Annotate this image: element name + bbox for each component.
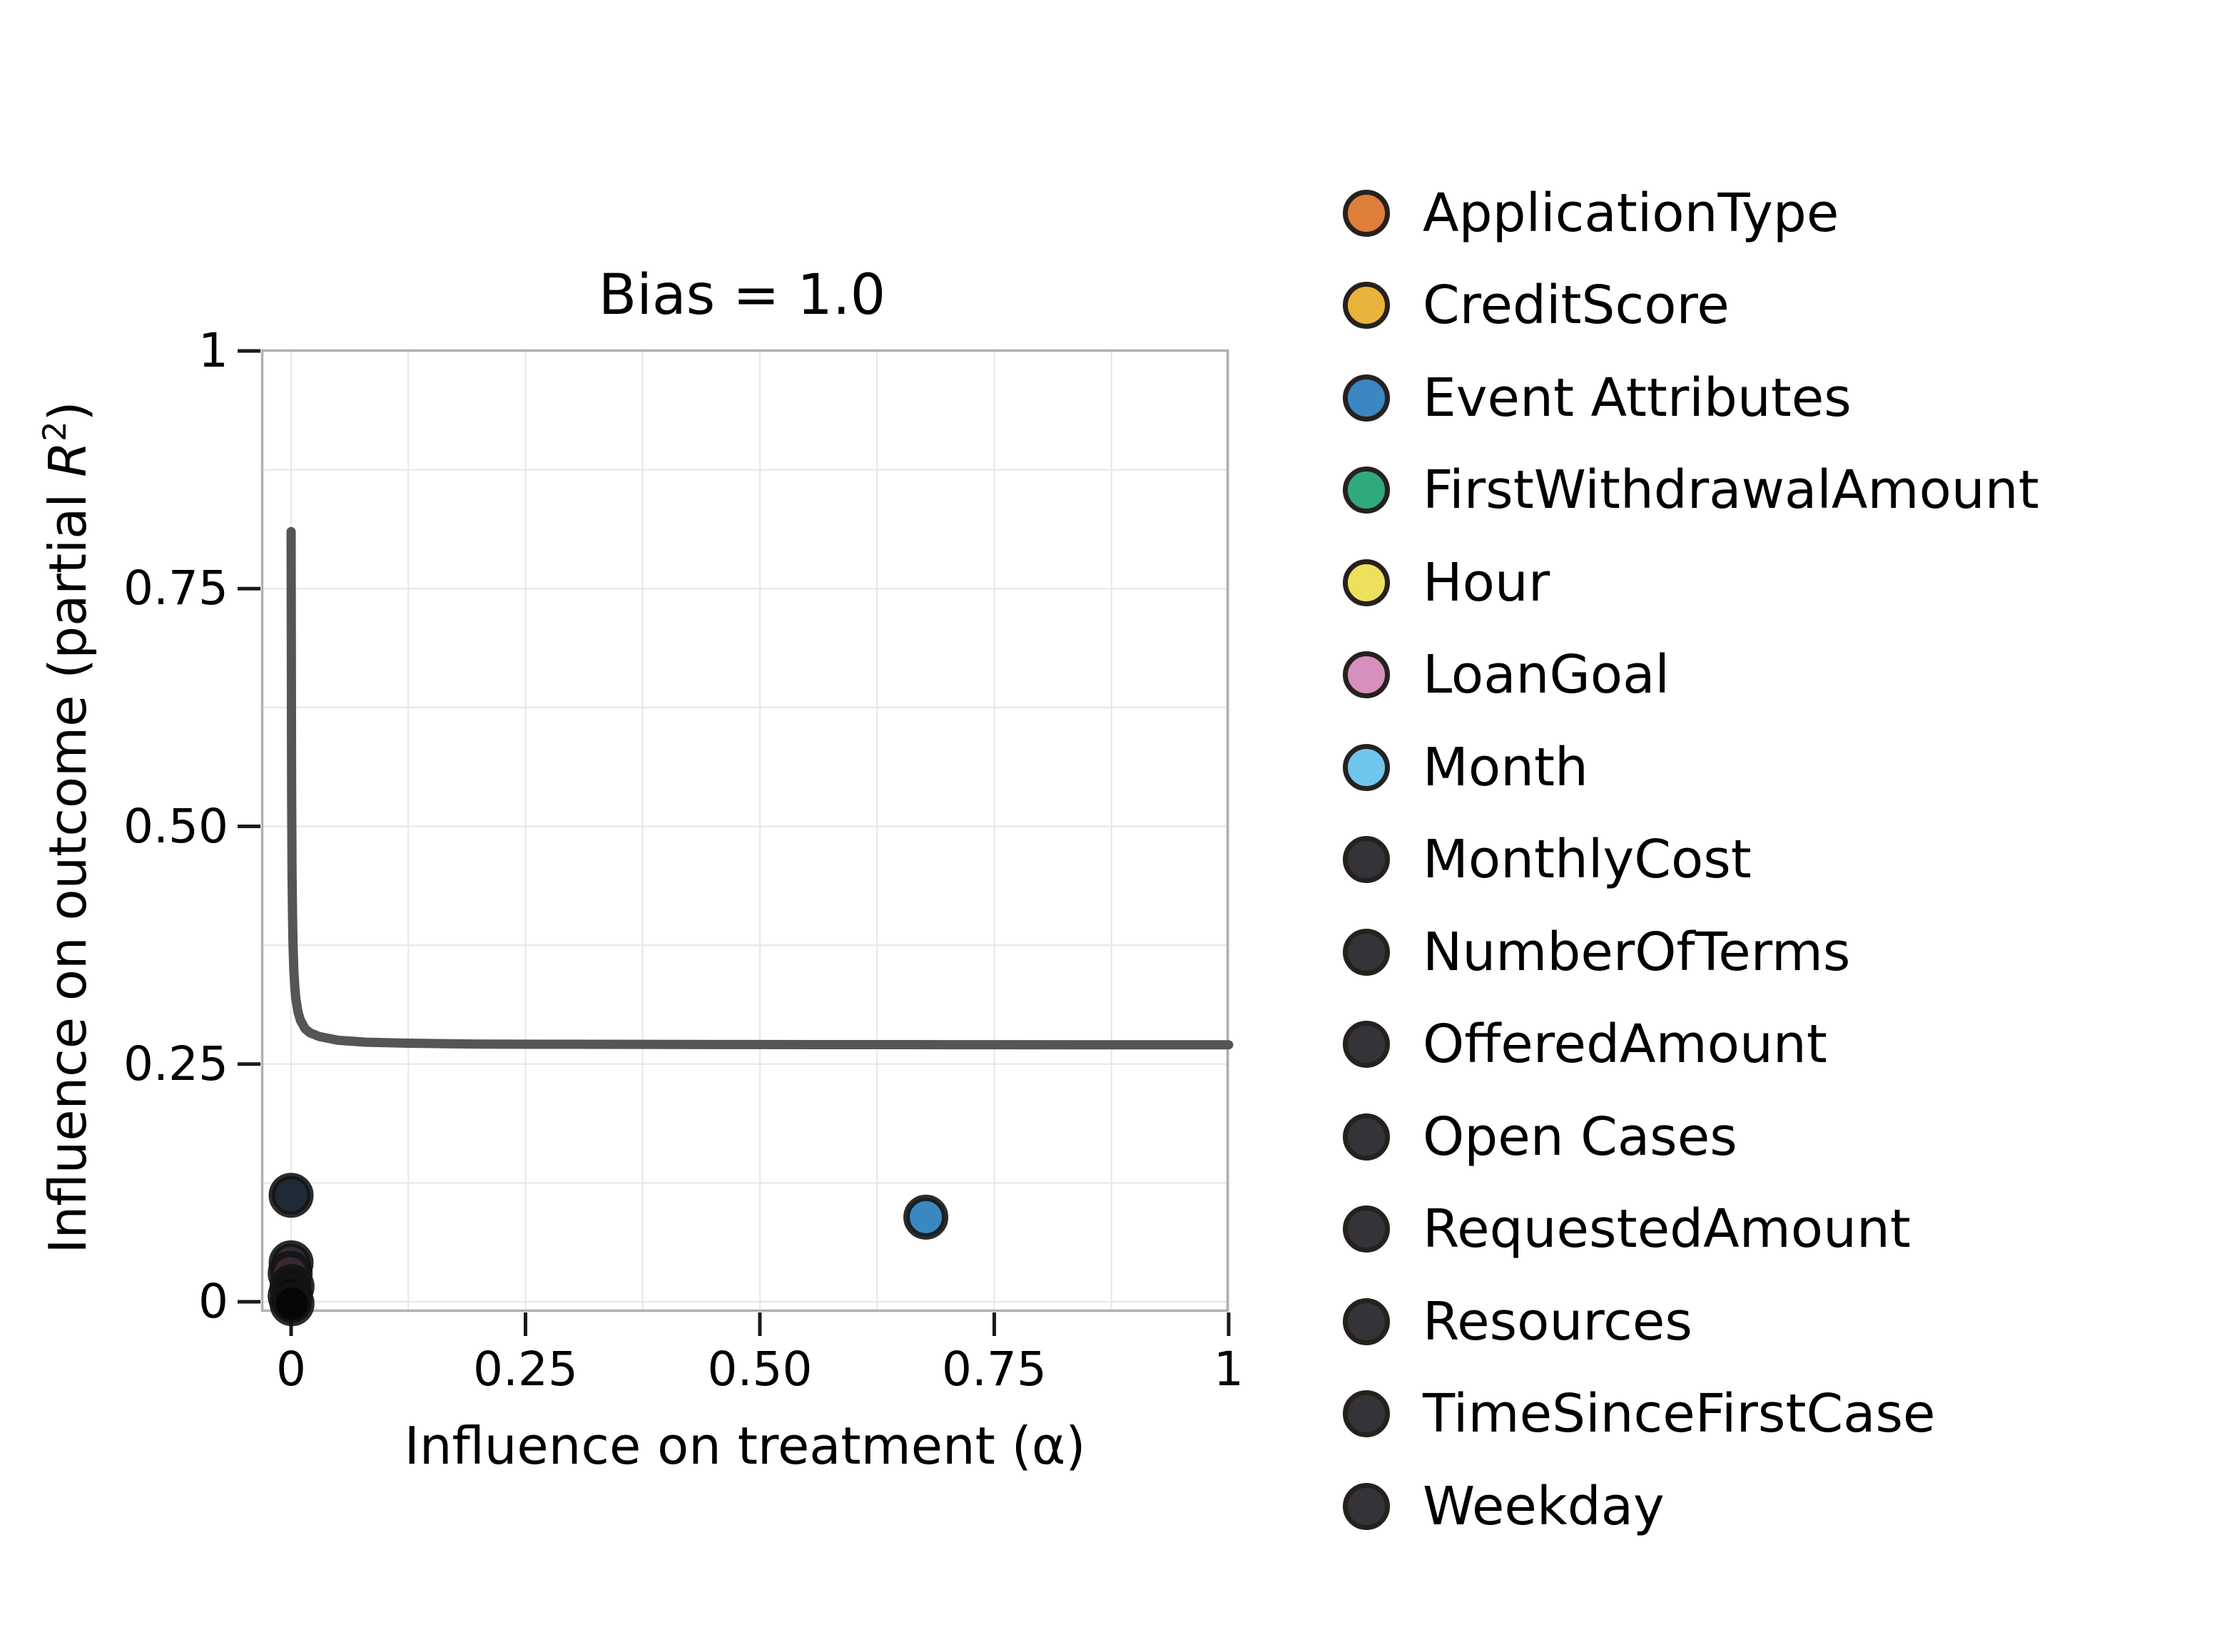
y-axis-label-prefix: Influence on outcome (partial [38,476,98,1254]
legend-item-event-attributes: Event Attributes [1343,352,2039,444]
scatter-point [268,1173,314,1218]
scatter-point [269,1281,315,1327]
legend-item-label: Weekday [1423,1475,1665,1537]
bias-contour-curve [286,526,1234,1050]
y-tick-label-025: 0.25 [123,1036,228,1091]
legend-marker-icon [1343,374,1390,422]
legend-item-offeredamount: OfferedAmount [1343,999,2039,1091]
legend-marker-icon [1343,928,1390,976]
legend-item-timesincefirstcase: TimeSinceFirstCase [1343,1368,2039,1461]
legend-marker-icon [1343,466,1390,514]
legend-item-label: Event Attributes [1423,367,1852,429]
x-tick-label-1: 1 [1214,1342,1244,1397]
legend-marker-icon [1343,743,1390,791]
y-axis-label-exponent: 2 [36,421,73,442]
legend-item-resources: Resources [1343,1275,2039,1368]
legend-item-label: ApplicationType [1423,182,1839,244]
legend-item-label: RequestedAmount [1423,1198,1911,1260]
x-tick-label-025: 0.25 [473,1342,578,1397]
legend-item-weekday: Weekday [1343,1460,2039,1553]
y-tick-label-075: 0.75 [123,561,228,616]
legend-marker-icon [1343,836,1390,884]
legend-marker-icon [1343,1113,1390,1161]
legend-item-loangoal: LoanGoal [1343,629,2039,722]
legend-marker-icon [1343,559,1390,606]
legend-marker-icon [1343,282,1390,330]
legend-item-label: MonthlyCost [1423,829,1752,891]
legend-item-month: Month [1343,721,2039,814]
legend-item-hour: Hour [1343,536,2039,629]
legend-item-label: Resources [1423,1290,1692,1352]
y-axis-label-suffix: ) [38,401,98,422]
legend-item-label: TimeSinceFirstCase [1423,1383,1936,1445]
x-tick-label-075: 0.75 [942,1342,1047,1397]
legend-item-label: Hour [1423,551,1550,613]
legend-marker-icon [1343,1205,1390,1253]
legend-item-label: NumberOfTerms [1423,921,1851,983]
x-tick-label-0: 0 [276,1342,306,1397]
legend-item-label: CreditScore [1423,275,1730,337]
legend: ApplicationType CreditScore Event Attrib… [1343,167,2039,1553]
y-axis-label-r: R [38,441,98,477]
legend-item-open-cases: Open Cases [1343,1091,2039,1183]
legend-item-label: LoanGoal [1423,644,1670,706]
y-tick-label-0: 0 [198,1274,228,1329]
legend-item-label: Month [1423,736,1588,798]
x-tick-label-050: 0.50 [707,1342,813,1397]
legend-item-monthlycost: MonthlyCost [1343,814,2039,907]
legend-marker-icon [1343,1021,1390,1069]
y-tick-label-050: 0.50 [123,799,228,854]
plot-frame [260,349,1229,1312]
legend-marker-icon [1343,651,1390,699]
y-tick-label-1: 1 [198,323,228,378]
y-axis-label: Influence on outcome (partial R2) [36,401,98,1254]
legend-item-numberofterms: NumberOfTerms [1343,906,2039,999]
chart-title: Bias = 1.0 [598,263,886,327]
legend-item-label: OfferedAmount [1423,1014,1827,1076]
legend-item-label: Open Cases [1423,1106,1737,1168]
legend-item-applicationtype: ApplicationType [1343,167,2039,260]
legend-item-requestedamount: RequestedAmount [1343,1183,2039,1276]
legend-marker-icon [1343,1390,1390,1438]
legend-item-creditscore: CreditScore [1343,260,2039,352]
legend-item-label: FirstWithdrawalAmount [1423,459,2039,521]
legend-marker-icon [1343,189,1390,237]
scatter-point [903,1194,949,1240]
legend-marker-icon [1343,1297,1390,1345]
legend-marker-icon [1343,1482,1390,1530]
legend-item-firstwithdrawalamount: FirstWithdrawalAmount [1343,444,2039,537]
x-axis-label: Influence on treatment (α) [404,1416,1086,1476]
